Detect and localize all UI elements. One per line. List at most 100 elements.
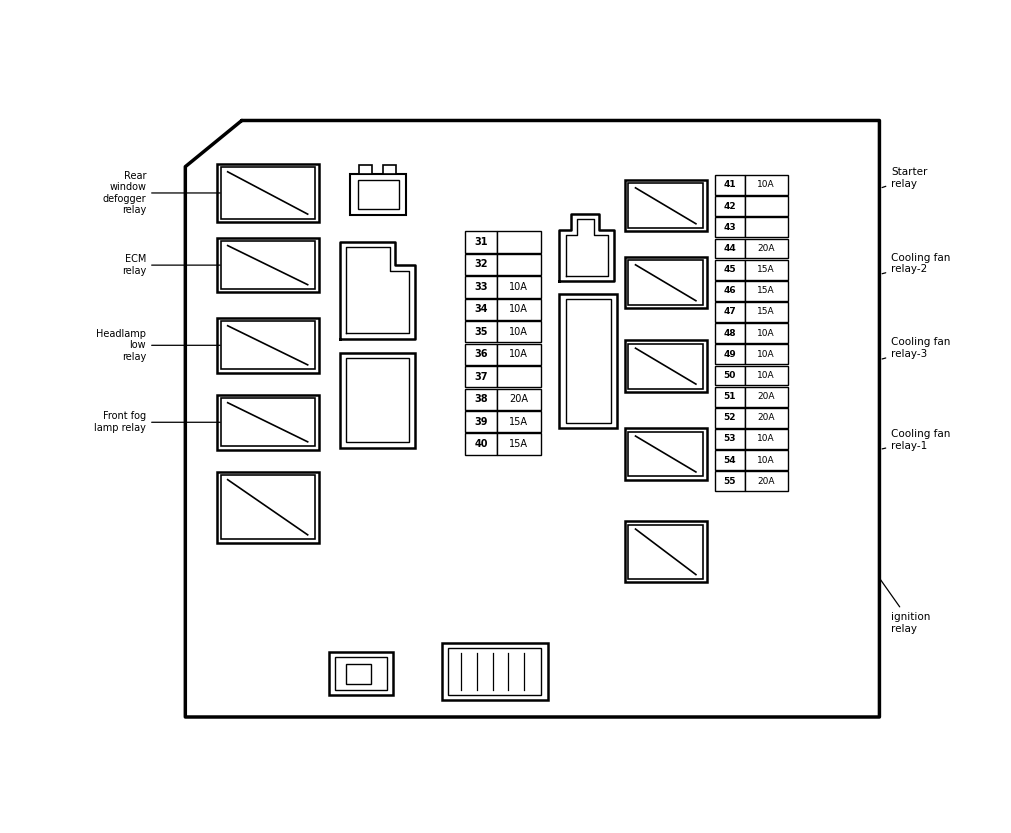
Text: 10A: 10A	[756, 181, 774, 189]
Bar	[465, 411, 496, 432]
Bar	[465, 433, 496, 455]
Bar	[216, 472, 318, 542]
Text: 15A: 15A	[756, 287, 774, 295]
Text: 20A: 20A	[756, 392, 774, 402]
Bar	[442, 643, 547, 700]
Text: 34: 34	[474, 304, 487, 314]
Text: 15A: 15A	[509, 439, 528, 449]
Text: 15A: 15A	[509, 416, 528, 426]
Bar	[714, 344, 744, 364]
Bar	[496, 388, 540, 410]
Bar	[714, 217, 744, 237]
Text: Cooling fan
relay-3: Cooling fan relay-3	[882, 337, 949, 359]
Bar	[465, 299, 496, 320]
Bar	[628, 344, 703, 388]
Text: 47: 47	[723, 307, 735, 317]
Text: 44: 44	[723, 244, 735, 253]
Bar	[714, 238, 744, 258]
Bar	[744, 429, 787, 449]
Bar	[496, 254, 540, 275]
Polygon shape	[559, 214, 614, 281]
Bar	[496, 367, 540, 387]
Bar	[465, 254, 496, 275]
Bar	[382, 165, 395, 174]
Text: 36: 36	[474, 349, 487, 359]
Text: 31: 31	[474, 237, 487, 247]
Text: 10A: 10A	[756, 328, 774, 337]
Bar	[744, 408, 787, 427]
Bar	[465, 388, 496, 410]
Text: 40: 40	[474, 439, 487, 449]
Text: 10A: 10A	[509, 304, 528, 314]
Bar	[496, 411, 540, 432]
Bar	[714, 471, 744, 491]
Bar	[358, 180, 398, 209]
Text: 10A: 10A	[756, 456, 774, 465]
Bar	[220, 475, 314, 539]
Text: 46: 46	[723, 287, 735, 295]
Bar	[744, 471, 787, 491]
Bar	[496, 277, 540, 297]
Text: 42: 42	[723, 202, 735, 211]
Text: 10A: 10A	[509, 349, 528, 359]
Text: 54: 54	[723, 456, 735, 465]
Bar	[714, 323, 744, 343]
Bar	[465, 367, 496, 387]
Bar	[714, 281, 744, 301]
Text: 10A: 10A	[509, 282, 528, 292]
Bar	[496, 344, 540, 365]
Text: 15A: 15A	[756, 265, 774, 274]
Text: 10A: 10A	[756, 435, 774, 443]
Bar	[744, 366, 787, 386]
Bar	[216, 318, 318, 372]
Text: 20A: 20A	[756, 413, 774, 422]
Bar	[624, 180, 706, 232]
Text: 43: 43	[723, 222, 735, 232]
Bar	[565, 299, 611, 423]
Bar	[628, 260, 703, 305]
Bar	[559, 294, 617, 428]
Text: Cooling fan
relay-1: Cooling fan relay-1	[882, 429, 949, 451]
Bar	[624, 428, 706, 480]
Bar	[496, 232, 540, 252]
Text: 48: 48	[723, 328, 735, 337]
Bar	[465, 277, 496, 297]
Bar	[714, 408, 744, 427]
Bar	[346, 665, 371, 684]
Text: 55: 55	[723, 476, 735, 486]
Bar	[714, 429, 744, 449]
Bar	[744, 238, 787, 258]
Text: 53: 53	[723, 435, 735, 443]
Bar	[496, 299, 540, 320]
Bar	[714, 450, 744, 470]
Text: 45: 45	[723, 265, 735, 274]
Bar	[628, 183, 703, 228]
Text: 50: 50	[723, 371, 735, 380]
Bar	[744, 217, 787, 237]
Bar	[714, 197, 744, 216]
Bar	[335, 656, 386, 690]
Bar	[340, 352, 415, 447]
Bar	[220, 322, 314, 369]
Bar	[628, 525, 703, 579]
Bar	[496, 322, 540, 342]
Text: 15A: 15A	[756, 307, 774, 317]
Bar	[744, 450, 787, 470]
Bar	[216, 238, 318, 292]
Bar	[350, 174, 406, 216]
Bar	[744, 175, 787, 195]
Text: 51: 51	[723, 392, 735, 402]
Bar	[628, 431, 703, 476]
Text: 35: 35	[474, 327, 487, 337]
Bar	[465, 344, 496, 365]
Bar	[346, 358, 408, 442]
Bar	[624, 521, 706, 582]
Text: 10A: 10A	[756, 350, 774, 359]
Bar	[714, 387, 744, 407]
Text: Front fog
lamp relay: Front fog lamp relay	[94, 412, 220, 433]
Text: 10A: 10A	[509, 327, 528, 337]
Text: 20A: 20A	[756, 476, 774, 486]
Text: 20A: 20A	[756, 244, 774, 253]
Bar	[744, 302, 787, 322]
Text: 38: 38	[474, 394, 487, 404]
